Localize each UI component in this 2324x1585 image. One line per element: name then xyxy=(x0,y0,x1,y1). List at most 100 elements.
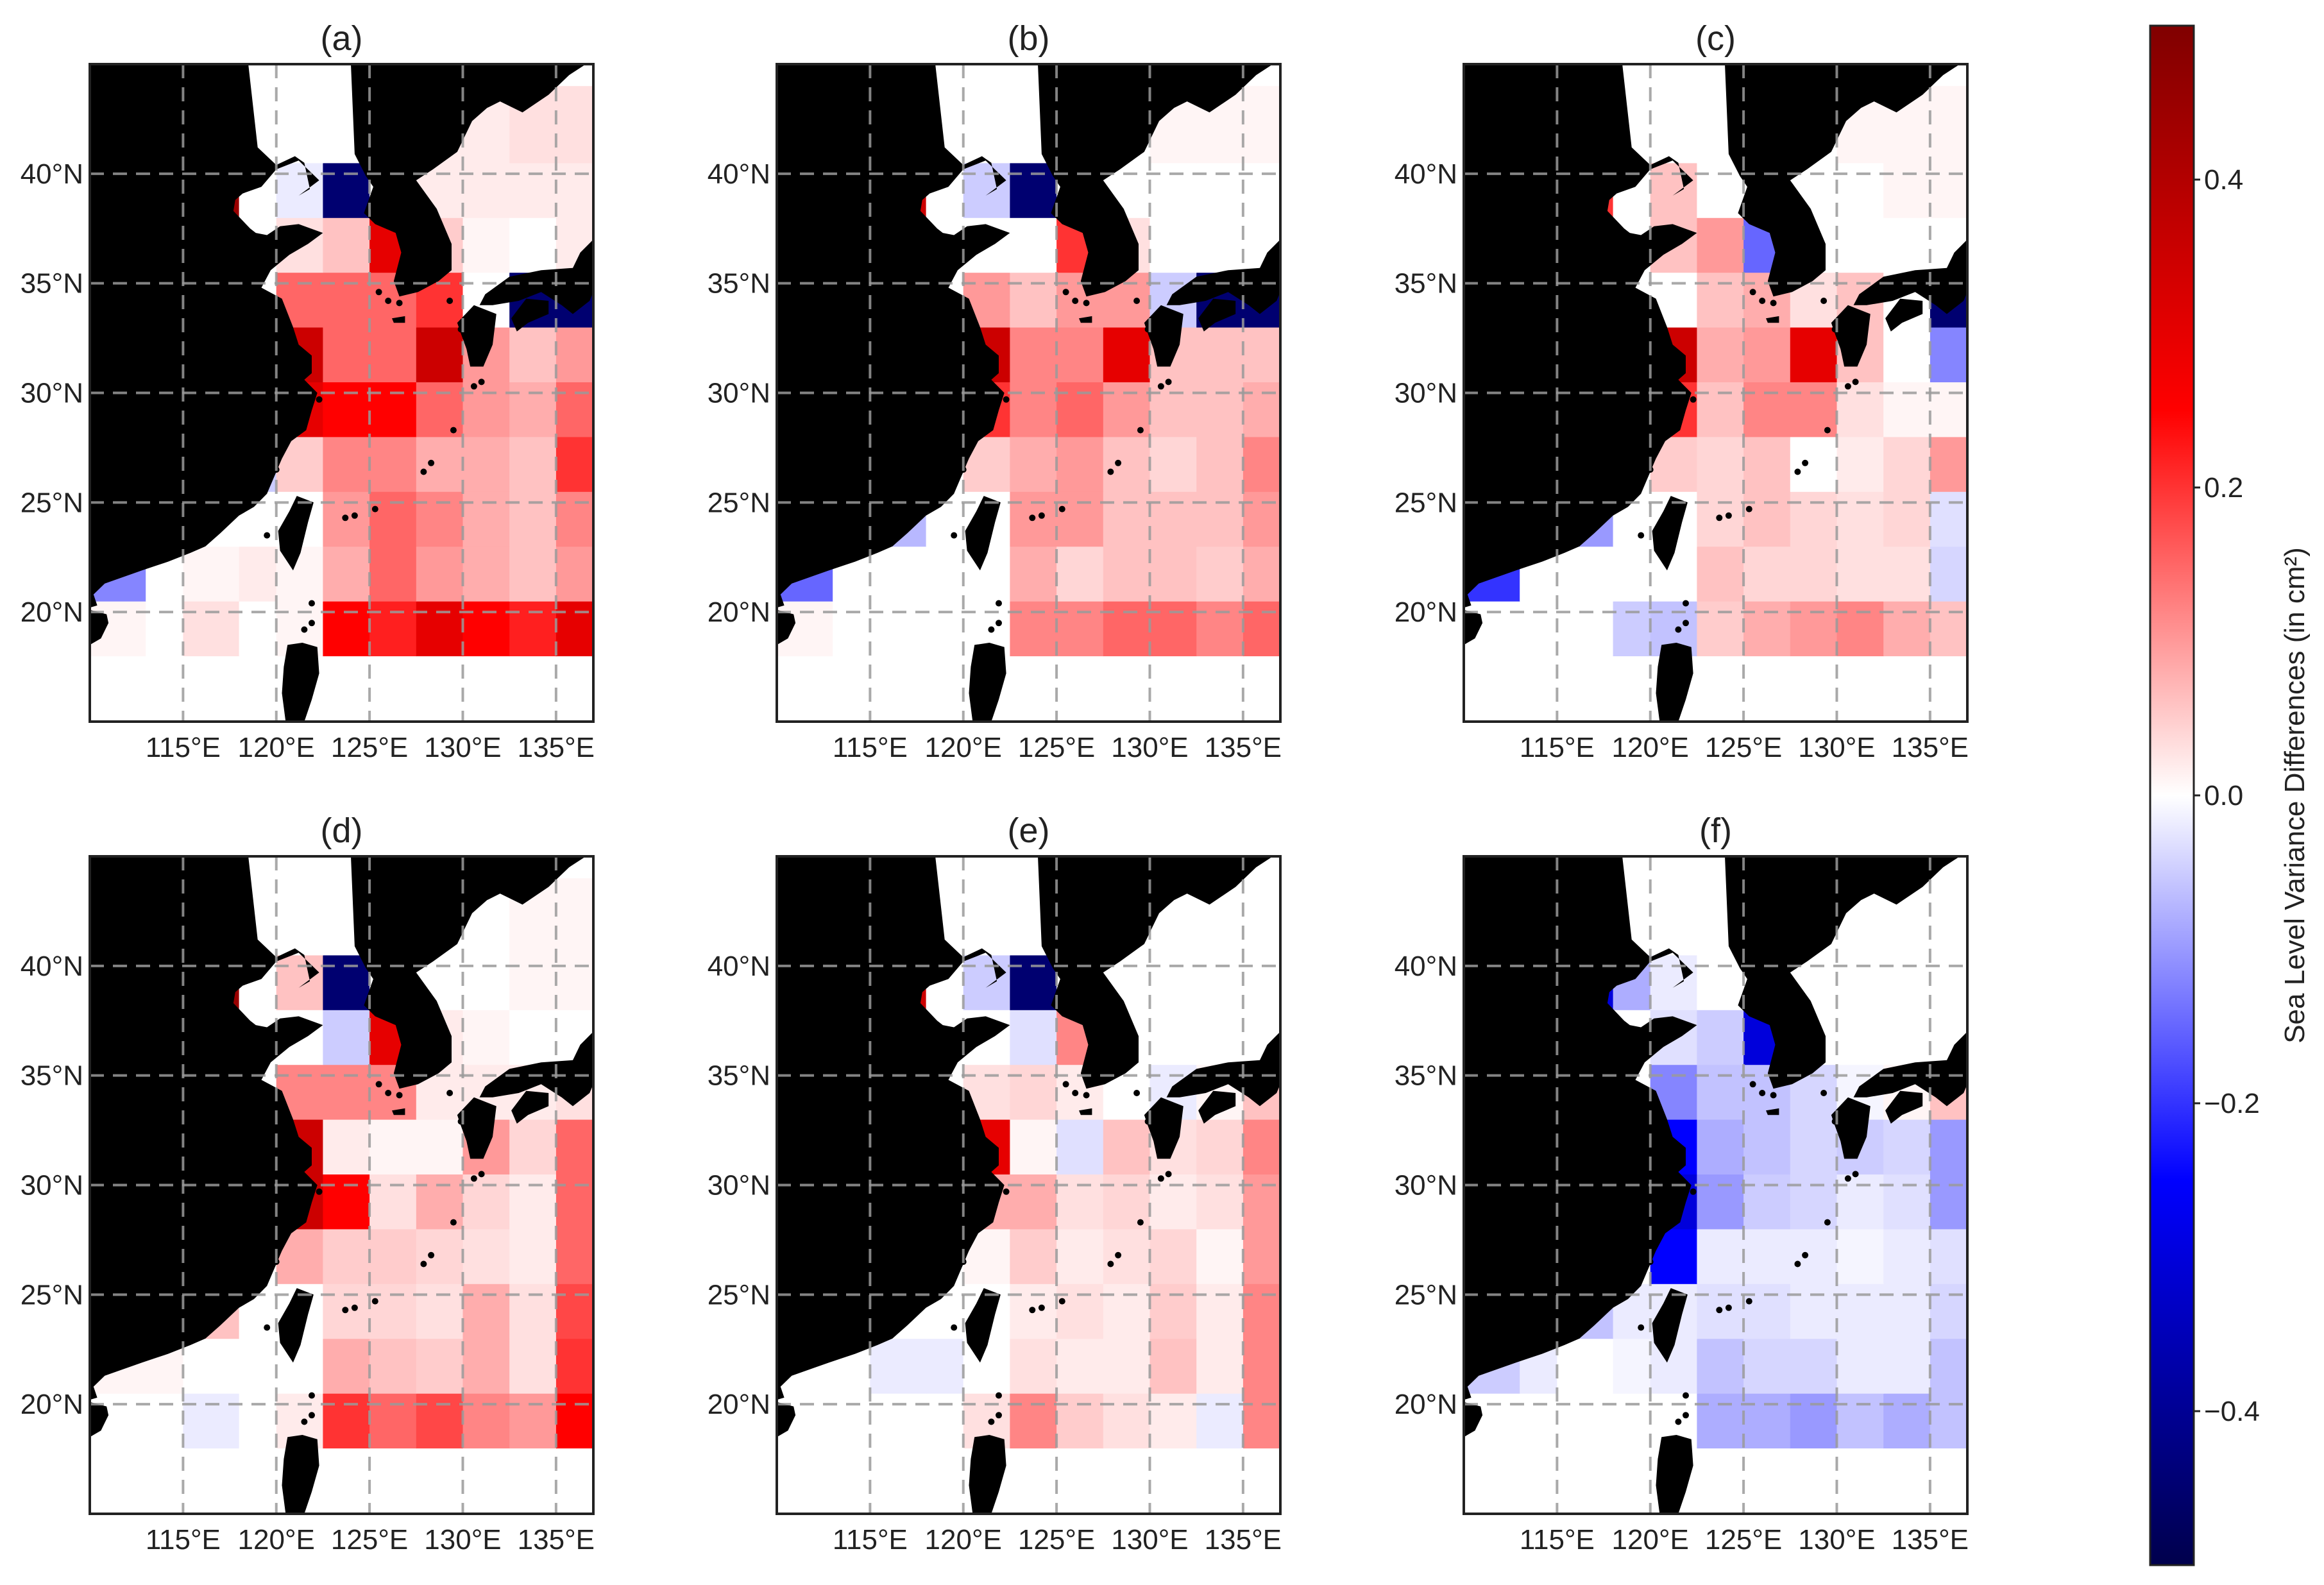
graticule xyxy=(1464,856,1967,1514)
lon-tick-label: 130°E xyxy=(1798,732,1875,763)
grid-cell xyxy=(462,1174,510,1230)
island-dot xyxy=(264,1324,271,1331)
lat-tick-label: 40°N xyxy=(708,158,770,190)
grid-cell xyxy=(1836,1010,1884,1065)
island-dot xyxy=(1638,1324,1645,1331)
lon-tick-label: 130°E xyxy=(424,1524,501,1555)
grid-cell xyxy=(1883,954,1931,1010)
land-shape xyxy=(1831,305,1870,367)
island-dot xyxy=(986,1151,993,1158)
lon-tick-label: 115°E xyxy=(833,732,908,763)
island-dot xyxy=(1133,298,1141,304)
grid-cell xyxy=(1836,601,1884,657)
island-dot xyxy=(1824,1219,1831,1226)
grid-cell xyxy=(1149,1393,1197,1449)
land-shape xyxy=(969,1435,1006,1514)
island-dot xyxy=(1058,1298,1065,1305)
grid-cell xyxy=(416,1119,464,1174)
grid-cell xyxy=(509,1119,557,1174)
colorbar-tick-label: 0.2 xyxy=(2204,472,2243,504)
land-shape xyxy=(1656,643,1693,722)
lon-tick-label: 125°E xyxy=(1018,732,1095,763)
grid-cell xyxy=(870,1393,927,1449)
island-dot xyxy=(1725,512,1732,519)
island-dot xyxy=(1673,359,1680,366)
grid-cell xyxy=(1010,217,1057,273)
lon-tick-label: 115°E xyxy=(833,1524,908,1555)
grid-cell xyxy=(1697,1338,1744,1394)
grid-cell xyxy=(1650,878,1697,956)
lon-tick-label: 130°E xyxy=(1111,1524,1188,1555)
grid-cell xyxy=(1883,1119,1931,1174)
land-shape xyxy=(1464,64,1697,608)
grid-cell xyxy=(509,1228,557,1284)
panel-title: (c) xyxy=(1695,19,1736,58)
grid-cell xyxy=(1836,162,1884,218)
island-dot xyxy=(1165,1171,1172,1178)
grid-cell xyxy=(90,1448,593,1514)
island-dot xyxy=(1638,532,1645,539)
grid-cell xyxy=(323,1010,370,1065)
grid-cell xyxy=(1930,1119,1968,1174)
island-dot xyxy=(351,512,358,519)
island-dot xyxy=(1759,298,1766,304)
grid-cell xyxy=(1930,436,1968,492)
island-dot xyxy=(1003,1188,1010,1195)
island-dot xyxy=(1133,1090,1141,1096)
island-dot xyxy=(1844,383,1851,390)
land-mask xyxy=(1464,856,1967,1514)
grid-cell xyxy=(926,601,964,657)
graticule xyxy=(90,856,593,1514)
land-shape xyxy=(90,1402,109,1437)
island-dot xyxy=(1843,321,1849,328)
island-dot xyxy=(1107,468,1114,475)
grid-cell xyxy=(1883,162,1931,218)
grid-cell xyxy=(1010,382,1057,437)
island-dot xyxy=(986,359,993,366)
grid-cell xyxy=(509,954,557,1010)
island-dot xyxy=(385,298,392,304)
lon-tick-label: 120°E xyxy=(925,1524,1002,1555)
grid-cell xyxy=(833,1393,870,1449)
island-dot xyxy=(385,1090,392,1096)
grid-cell xyxy=(416,1338,464,1394)
lat-tick-label: 25°N xyxy=(21,487,83,518)
grid-cell xyxy=(556,1284,594,1339)
island-dot xyxy=(1749,1081,1756,1088)
grid-cell xyxy=(1883,601,1931,657)
colorbar-label: Sea Level Variance Differences (in cm²) xyxy=(2279,547,2311,1044)
grid-cell xyxy=(1196,1119,1244,1174)
grid-cell xyxy=(276,878,323,956)
grid-cell xyxy=(1697,217,1744,273)
grid-cell xyxy=(1243,327,1281,382)
grid-cell xyxy=(183,1393,240,1449)
grid-cell xyxy=(1743,1174,1791,1230)
lat-tick-label: 40°N xyxy=(21,158,83,190)
island-dot xyxy=(1083,300,1090,307)
grid-cell xyxy=(1243,546,1281,602)
land-shape xyxy=(1144,305,1183,367)
grid-cell xyxy=(323,546,370,602)
island-dot xyxy=(470,383,477,390)
island-dot xyxy=(446,1090,454,1096)
grid-cell xyxy=(556,86,594,164)
island-dot xyxy=(996,1412,1002,1419)
island-dot xyxy=(1683,620,1689,627)
island-dot xyxy=(1794,1260,1801,1267)
island-dot xyxy=(301,1418,308,1425)
land-shape xyxy=(1464,609,1483,645)
grid-cell xyxy=(509,1174,557,1230)
grid-cell xyxy=(1243,436,1281,492)
lon-tick-label: 135°E xyxy=(518,732,595,763)
island-dot xyxy=(1115,459,1122,466)
grid-cell xyxy=(1149,1010,1197,1065)
grid-cell xyxy=(1790,546,1838,602)
grid-cell xyxy=(1557,601,1614,657)
grid-cell xyxy=(416,1284,464,1339)
grid-cell xyxy=(1790,1228,1838,1284)
lon-tick-label: 125°E xyxy=(1705,732,1782,763)
grid-cell xyxy=(1010,546,1057,602)
lon-tick-label: 120°E xyxy=(1612,732,1689,763)
land-shape xyxy=(1464,1402,1483,1437)
grid-cell xyxy=(1836,1174,1884,1230)
